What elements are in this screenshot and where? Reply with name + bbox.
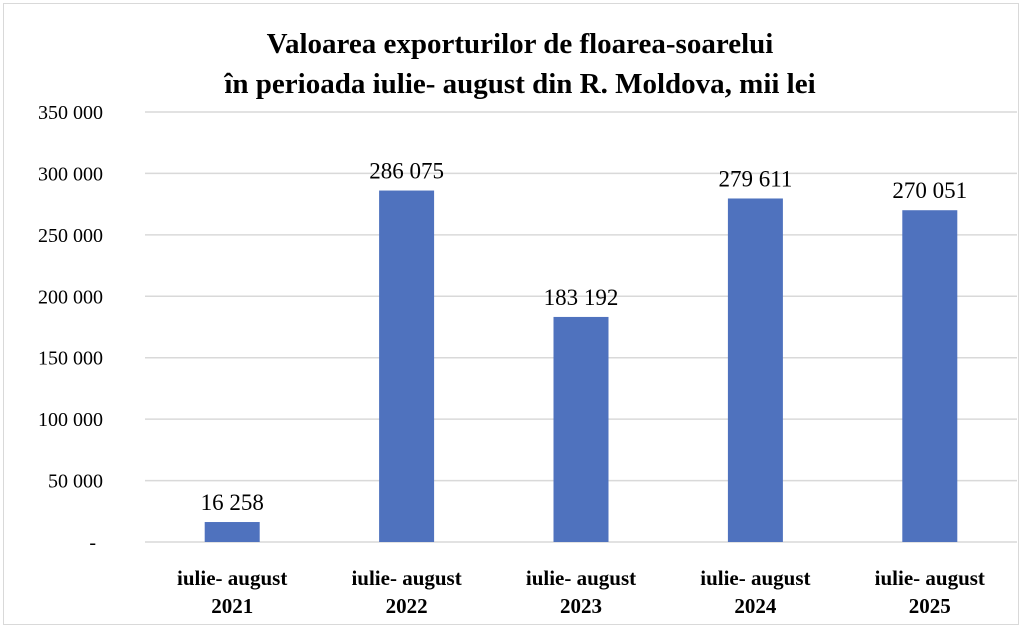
y-tick-label: 300 000 xyxy=(38,163,103,185)
data-label: 183 192 xyxy=(544,285,619,310)
y-tick-label: 250 000 xyxy=(38,225,103,247)
x-tick-label-year: 2023 xyxy=(560,594,602,618)
y-tick-label: 100 000 xyxy=(38,409,103,431)
chart-title-line-2: în perioada iulie- august din R. Moldova… xyxy=(224,68,816,100)
x-tick-label-year: 2021 xyxy=(211,594,253,618)
y-tick-label: 200 000 xyxy=(38,286,103,308)
data-label: 286 075 xyxy=(369,159,444,184)
y-tick-label: 350 000 xyxy=(38,102,103,124)
chart-frame xyxy=(3,3,1019,625)
bar xyxy=(902,210,958,542)
data-label: 16 258 xyxy=(201,490,264,515)
x-tick-label: iulie- august xyxy=(700,566,810,590)
x-tick-label-year: 2024 xyxy=(734,594,777,618)
bar xyxy=(379,190,435,542)
bar xyxy=(204,522,260,542)
x-tick-label: iulie- august xyxy=(351,566,461,590)
x-tick-label-year: 2025 xyxy=(909,594,951,618)
bar xyxy=(553,316,609,542)
chart-title-line-1: Valoarea exporturilor de floarea-soarelu… xyxy=(266,28,774,60)
x-tick-label: iulie- august xyxy=(526,566,636,590)
data-label: 279 611 xyxy=(718,166,792,191)
x-tick-label: iulie- august xyxy=(875,566,985,590)
data-label: 270 051 xyxy=(892,178,967,203)
x-tick-label-year: 2022 xyxy=(386,594,428,618)
bar xyxy=(727,198,783,543)
y-tick-label: 50 000 xyxy=(48,471,103,493)
x-tick-label: iulie- august xyxy=(177,566,287,590)
y-tick-label: 150 000 xyxy=(38,348,103,370)
y-tick-label: - xyxy=(89,532,96,554)
